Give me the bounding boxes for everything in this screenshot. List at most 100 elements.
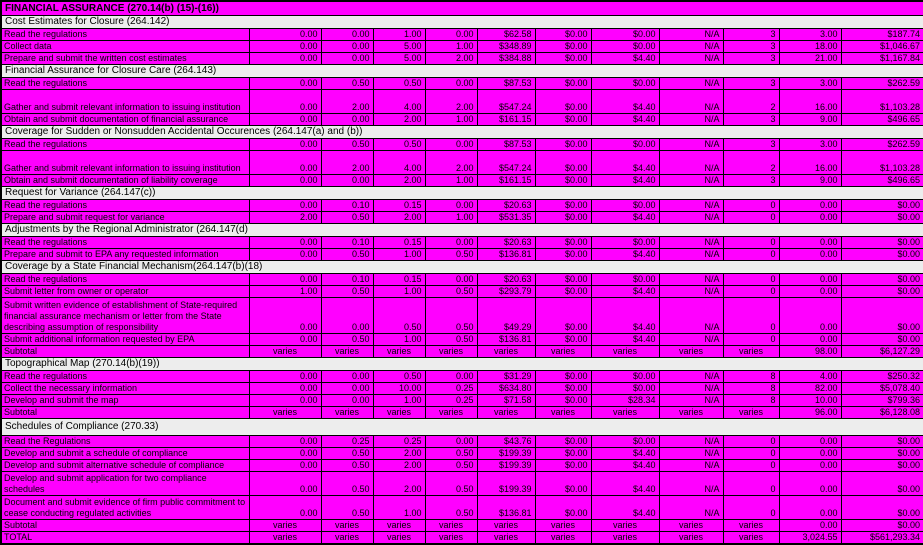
value-cell: 5.00 bbox=[372, 40, 426, 53]
value-cell: 0.50 bbox=[424, 297, 478, 334]
value-cell: 0.00 bbox=[248, 495, 322, 520]
value-cell: 0.50 bbox=[320, 248, 374, 261]
value-cell: 0.00 bbox=[778, 297, 842, 334]
value-cell: varies bbox=[320, 519, 374, 532]
value-cell: varies bbox=[658, 345, 724, 358]
value-cell: 0.15 bbox=[372, 273, 426, 286]
value-cell: $20.63 bbox=[476, 236, 536, 249]
activity-cell: Read the regulations bbox=[0, 370, 250, 383]
value-cell: varies bbox=[590, 519, 660, 532]
value-cell: 3 bbox=[722, 28, 780, 41]
value-cell: $161.15 bbox=[476, 174, 536, 187]
total-value-cell: varies bbox=[320, 531, 374, 545]
value-cell: varies bbox=[424, 345, 478, 358]
value-cell: $87.53 bbox=[476, 138, 536, 151]
value-cell: varies bbox=[722, 345, 780, 358]
value-cell: 0.00 bbox=[248, 28, 322, 41]
table-row: Develop and submit a schedule of complia… bbox=[0, 447, 923, 460]
table-row: Gather and submit relevant information t… bbox=[0, 150, 923, 175]
value-cell: $0.00 bbox=[840, 285, 923, 298]
value-cell: 9.00 bbox=[778, 174, 842, 187]
value-cell: 0.00 bbox=[320, 113, 374, 126]
value-cell: 0.00 bbox=[320, 40, 374, 53]
value-cell: $31.29 bbox=[476, 370, 536, 383]
activity-cell: Read the Regulations bbox=[0, 435, 250, 448]
activity-cell: Submit additional information requested … bbox=[0, 333, 250, 346]
activity-cell: Read the regulations bbox=[0, 138, 250, 151]
table-row: Document and submit evidence of firm pub… bbox=[0, 495, 923, 520]
value-cell: 0 bbox=[722, 333, 780, 346]
activity-cell: Develop and submit a schedule of complia… bbox=[0, 447, 250, 460]
table-row: Submit written evidence of establishment… bbox=[0, 297, 923, 334]
value-cell: 3.00 bbox=[778, 28, 842, 41]
value-cell: varies bbox=[534, 406, 592, 419]
value-cell: $28.34 bbox=[590, 394, 660, 407]
value-cell: $1,103.28 bbox=[840, 89, 923, 114]
value-cell: $4.40 bbox=[590, 333, 660, 346]
value-cell: 0.50 bbox=[424, 471, 478, 496]
value-cell: 0.00 bbox=[248, 236, 322, 249]
activity-cell: Develop and submit the map bbox=[0, 394, 250, 407]
value-cell: $0.00 bbox=[534, 40, 592, 53]
activity-cell: Collect the necessary information bbox=[0, 382, 250, 395]
table-row: Read the regulations 0.00 0.00 0.50 0.00 $31.… bbox=[0, 370, 923, 383]
value-cell: 0.00 bbox=[320, 28, 374, 41]
table-row: Submit letter from owner or operator 1.00… bbox=[0, 285, 923, 298]
total-label: TOTAL bbox=[0, 531, 250, 545]
total-value-cell: varies bbox=[372, 531, 426, 545]
value-cell: $0.00 bbox=[534, 495, 592, 520]
subtotal-label: Subtotal bbox=[0, 519, 250, 532]
value-cell: 2.00 bbox=[424, 52, 478, 65]
value-cell: 2.00 bbox=[320, 89, 374, 114]
value-cell: 0.50 bbox=[320, 459, 374, 472]
value-cell: 0.00 bbox=[778, 236, 842, 249]
value-cell: 0 bbox=[722, 236, 780, 249]
subtotal-label: Subtotal bbox=[0, 406, 250, 419]
value-cell: 0.10 bbox=[320, 199, 374, 212]
value-cell: N/A bbox=[658, 285, 724, 298]
value-cell: 10.00 bbox=[372, 382, 426, 395]
value-cell: 0.50 bbox=[320, 138, 374, 151]
value-cell: 0.50 bbox=[372, 370, 426, 383]
value-cell: 0.00 bbox=[248, 382, 322, 395]
value-cell: 0.00 bbox=[424, 138, 478, 151]
value-cell: 0.50 bbox=[320, 333, 374, 346]
table-row: Develop and submit the map 0.00 0.00 1.00 0.… bbox=[0, 394, 923, 407]
value-cell: 0.00 bbox=[320, 52, 374, 65]
value-cell: varies bbox=[534, 519, 592, 532]
value-cell: $0.00 bbox=[590, 382, 660, 395]
value-cell: varies bbox=[476, 345, 536, 358]
value-cell: 0.25 bbox=[424, 394, 478, 407]
value-cell: $0.00 bbox=[840, 447, 923, 460]
value-cell: 1.00 bbox=[248, 285, 322, 298]
value-cell: $0.00 bbox=[534, 297, 592, 334]
value-cell: N/A bbox=[658, 435, 724, 448]
value-cell: N/A bbox=[658, 89, 724, 114]
value-cell: 2.00 bbox=[320, 150, 374, 175]
table-row: Read the regulations 0.00 0.00 1.00 0.00 $62.… bbox=[0, 28, 923, 41]
value-cell: 16.00 bbox=[778, 89, 842, 114]
value-cell: 1.00 bbox=[424, 113, 478, 126]
value-cell: $43.76 bbox=[476, 435, 536, 448]
value-cell: 0 bbox=[722, 471, 780, 496]
value-cell: 0.50 bbox=[424, 333, 478, 346]
value-cell: $20.63 bbox=[476, 199, 536, 212]
section-header-row: Cost Estimates for Closure (264.142) bbox=[0, 15, 923, 29]
value-cell: 16.00 bbox=[778, 150, 842, 175]
value-cell: 0.00 bbox=[248, 394, 322, 407]
value-cell: 0.15 bbox=[372, 199, 426, 212]
section-header: Coverage by a State Financial Mechanism(… bbox=[0, 260, 923, 274]
value-cell: 0.00 bbox=[778, 248, 842, 261]
table-row: Develop and submit alternative schedule … bbox=[0, 459, 923, 472]
value-cell: $0.00 bbox=[534, 174, 592, 187]
value-cell: $0.00 bbox=[534, 459, 592, 472]
total-value-cell: $561,293.34 bbox=[840, 531, 923, 545]
value-cell: $87.53 bbox=[476, 77, 536, 90]
value-cell: 0.50 bbox=[424, 447, 478, 460]
value-cell: varies bbox=[320, 406, 374, 419]
value-cell: 4.00 bbox=[372, 89, 426, 114]
value-cell: $0.00 bbox=[840, 495, 923, 520]
value-cell: $4.40 bbox=[590, 89, 660, 114]
value-cell: 0.00 bbox=[248, 174, 322, 187]
value-cell: 3 bbox=[722, 138, 780, 151]
